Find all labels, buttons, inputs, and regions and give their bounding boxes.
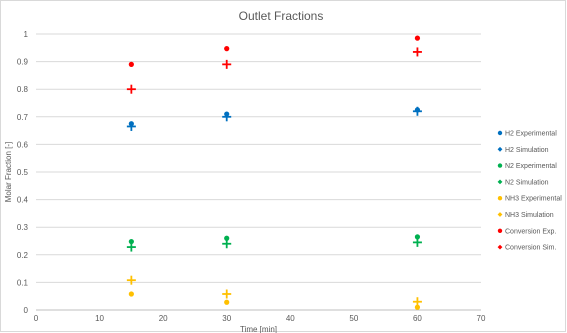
legend-label: NH3 Simulation	[505, 212, 554, 219]
y-tick-label: 0.7	[17, 113, 29, 122]
point-s7-2	[412, 47, 422, 57]
point-s4-2	[414, 304, 421, 310]
point-s1-2	[412, 106, 422, 116]
point-s1-1	[222, 112, 232, 122]
x-tick-label: 60	[413, 314, 422, 323]
point-s7-1	[222, 59, 232, 69]
point-s4-1	[224, 299, 230, 305]
legend-label: Conversion Exp.	[505, 228, 556, 235]
point-s3-2	[412, 237, 422, 247]
y-tick-label: 0.8	[17, 85, 29, 94]
y-axis-title: Molar Fraction [-]	[4, 142, 13, 202]
point-s7-0	[126, 84, 136, 94]
x-tick-label: 70	[477, 314, 486, 323]
y-tick-label: 0.6	[17, 140, 29, 149]
y-tick-label: 0.9	[17, 58, 29, 67]
chart-title: Outlet Fractions	[239, 9, 324, 23]
legend-entry-5: NH3 Simulation	[497, 212, 554, 219]
legend-entry-2: N2 Experimental	[497, 163, 557, 170]
y-tick-label: 0.3	[17, 223, 29, 232]
point-s2-0	[128, 238, 134, 245]
point-s6-0	[128, 61, 134, 67]
x-tick-label: 50	[349, 314, 358, 323]
x-axis-title: Time [min]	[240, 325, 277, 333]
y-tick-label: 1	[24, 30, 29, 39]
gridlines	[36, 33, 481, 283]
legend-label: H2 Simulation	[505, 147, 549, 154]
y-tick-label: 0.1	[17, 278, 29, 287]
legend-label: Conversion Sim.	[505, 245, 556, 252]
legend-marker	[497, 228, 503, 233]
legend: H2 Experimental H2 Simulation N2 Experimen…	[497, 130, 562, 252]
point-s5-1	[222, 289, 232, 299]
point-s6-2	[414, 35, 421, 41]
legend-marker	[497, 163, 503, 168]
legend-entry-0: H2 Experimental	[497, 130, 557, 138]
x-tick-label: 10	[95, 314, 104, 323]
legend-marker	[497, 146, 503, 152]
point-s2-1	[224, 235, 230, 241]
legend-entry-3: N2 Simulation	[497, 179, 549, 186]
y-axis-ticks: 0 0.1 0.2 0.3 0.4 0.5 0.6 0.7 0.8 0.9 1	[17, 30, 29, 315]
y-tick-label: 0.5	[17, 168, 29, 177]
x-axis-ticks: 0 10 20 30 40 50 60 70	[34, 314, 486, 323]
legend-label: H2 Experimental	[505, 131, 557, 138]
legend-entry-4: NH3 Experimental	[497, 196, 562, 203]
legend-label: N2 Simulation	[505, 179, 549, 186]
point-s5-2	[412, 297, 422, 307]
point-s2-2	[414, 234, 421, 240]
point-s1-0	[126, 121, 136, 131]
legend-entry-1: H2 Simulation	[497, 146, 549, 154]
data-marks	[126, 35, 422, 310]
legend-marker	[497, 179, 503, 185]
legend-label: N2 Experimental	[505, 163, 557, 170]
point-s3-0	[126, 242, 136, 252]
legend-marker	[497, 130, 503, 136]
legend-marker	[497, 196, 503, 201]
point-s4-0	[128, 291, 134, 297]
x-tick-label: 20	[159, 314, 168, 323]
legend-entry-7: Conversion Sim.	[497, 244, 556, 252]
y-tick-label: 0	[24, 306, 29, 315]
point-s6-1	[224, 46, 230, 52]
y-tick-label: 0.4	[17, 196, 29, 205]
point-s3-1	[222, 239, 232, 249]
legend-marker	[497, 212, 503, 217]
legend-label: NH3 Experimental	[505, 196, 562, 203]
legend-marker	[497, 244, 503, 250]
y-tick-label: 0.2	[17, 251, 29, 260]
x-tick-label: 40	[286, 314, 295, 323]
x-tick-label: 0	[34, 314, 39, 323]
legend-entry-6: Conversion Exp.	[497, 228, 556, 235]
x-tick-label: 30	[222, 314, 231, 323]
point-s5-0	[126, 275, 136, 285]
